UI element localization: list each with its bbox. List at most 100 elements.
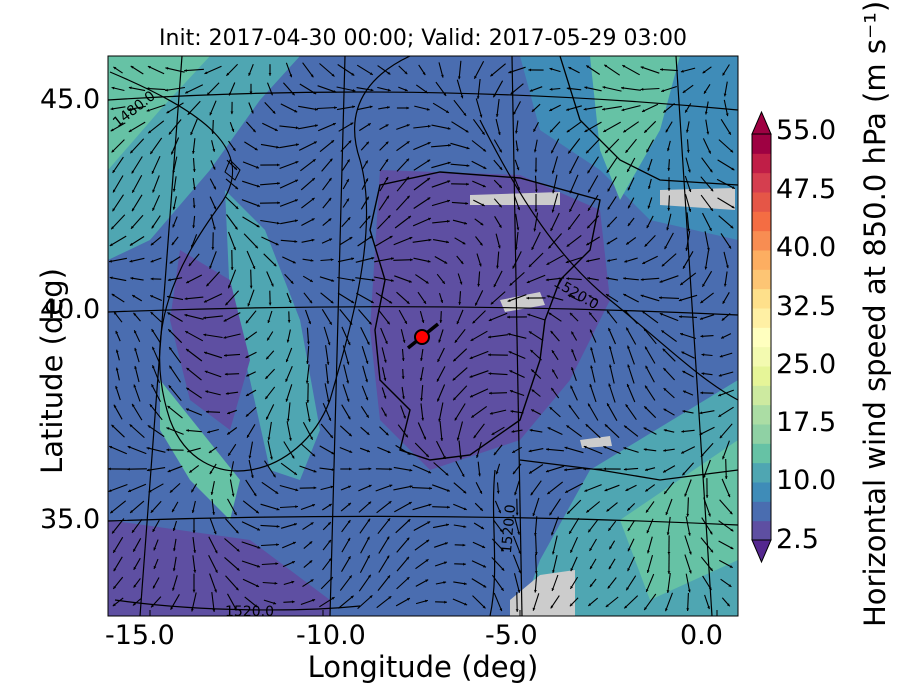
wind-vector-head <box>500 587 504 591</box>
wind-vector-head <box>646 570 650 573</box>
wind-vector-head <box>648 186 651 189</box>
wind-vector-head <box>115 349 119 353</box>
wind-vector <box>147 424 165 438</box>
wind-vector <box>394 275 412 283</box>
wind-vector <box>431 124 451 130</box>
wind-vector-head <box>569 190 573 194</box>
wind-vector-head <box>369 236 373 239</box>
wind-vector-head <box>497 245 501 249</box>
wind-vector-head <box>510 410 514 413</box>
wind-vector <box>473 423 485 439</box>
wind-vector-head <box>551 387 554 391</box>
wind-vector <box>203 315 223 319</box>
wind-vector-head <box>533 228 537 232</box>
wind-vector-head <box>606 508 610 512</box>
wind-vector <box>298 141 318 151</box>
wind-vector <box>241 199 261 207</box>
wind-vector-head <box>310 436 313 440</box>
wind-vector <box>319 596 335 608</box>
wind-vector-head <box>659 280 663 283</box>
wind-vector <box>439 421 443 441</box>
wind-vector-head <box>666 227 670 231</box>
wind-vector-head <box>368 321 372 325</box>
wind-vector <box>375 292 393 304</box>
wind-vector-head <box>447 505 450 509</box>
wind-vector-head <box>367 215 371 219</box>
wind-vector-head <box>589 548 593 551</box>
wind-vector-head <box>384 413 387 417</box>
wind-vector-head <box>568 67 572 70</box>
wind-vector-head <box>346 179 349 182</box>
wind-vector <box>396 291 410 305</box>
wind-vector-head <box>602 107 605 111</box>
wind-vector <box>170 137 180 155</box>
wind-vector <box>568 404 580 420</box>
wind-vector-head <box>245 413 249 417</box>
wind-vector <box>185 408 203 416</box>
wind-vector <box>319 63 335 77</box>
wind-vector-head <box>334 106 337 110</box>
wind-vector-head <box>295 179 298 183</box>
wind-vector-head <box>209 471 213 475</box>
wind-vector-head <box>423 436 426 440</box>
wind-vector-head <box>526 296 529 300</box>
wind-vector <box>299 83 317 95</box>
wind-vector <box>241 521 261 531</box>
wind-vector-head <box>370 88 374 92</box>
wind-vector <box>625 327 637 345</box>
wind-vector <box>131 175 143 193</box>
wind-vector-head <box>437 398 440 402</box>
wind-vector <box>570 385 578 401</box>
wind-vector-head <box>292 541 296 545</box>
wind-vector-head <box>172 224 176 228</box>
wind-vector-head <box>276 145 279 149</box>
wind-vector-head <box>718 373 722 377</box>
wind-vector-head <box>681 351 685 355</box>
wind-vector <box>645 365 655 383</box>
wind-vector <box>242 578 260 588</box>
wind-vector-head <box>331 279 335 282</box>
wind-vector <box>168 365 182 383</box>
wind-vector <box>534 175 538 193</box>
wind-vector <box>564 482 584 494</box>
wind-vector-head <box>254 604 258 608</box>
wind-vector-head <box>456 321 460 325</box>
wind-vector-head <box>480 526 484 529</box>
wind-vector-head <box>447 161 451 165</box>
wind-vector-head <box>443 561 447 565</box>
wind-vector-head <box>187 111 191 115</box>
wind-vector <box>531 231 541 251</box>
wind-vector-head <box>445 472 449 476</box>
wind-vector <box>300 177 316 191</box>
wind-vector <box>151 383 161 403</box>
wind-vector-head <box>409 485 413 488</box>
wind-vector-head <box>516 167 520 171</box>
wind-vector-head <box>132 403 135 407</box>
wind-vector <box>551 156 559 174</box>
wind-vector-head <box>132 602 136 606</box>
wind-vector-head <box>166 448 170 452</box>
wind-vector <box>151 346 161 364</box>
wind-vector <box>325 364 329 384</box>
wind-vector <box>280 462 298 476</box>
wind-vector <box>204 370 222 378</box>
wind-vector <box>626 157 636 173</box>
wind-vector-head <box>586 259 590 263</box>
wind-vector <box>551 193 559 213</box>
wind-vector <box>338 595 354 609</box>
wind-vector <box>300 158 316 172</box>
wind-vector-head <box>110 107 114 111</box>
wind-vector-head <box>475 302 478 306</box>
wind-vector-head <box>622 65 626 68</box>
wind-vector-head <box>150 277 154 281</box>
wind-vector <box>377 575 391 591</box>
wind-vector-head <box>424 90 428 94</box>
wind-vector-head <box>111 424 115 428</box>
wind-vector-head <box>507 299 511 302</box>
wind-vector-head <box>682 370 686 374</box>
wind-vector <box>527 313 545 321</box>
wind-vector <box>321 158 333 172</box>
wind-vector <box>534 573 538 593</box>
wind-vector-head <box>623 277 626 280</box>
